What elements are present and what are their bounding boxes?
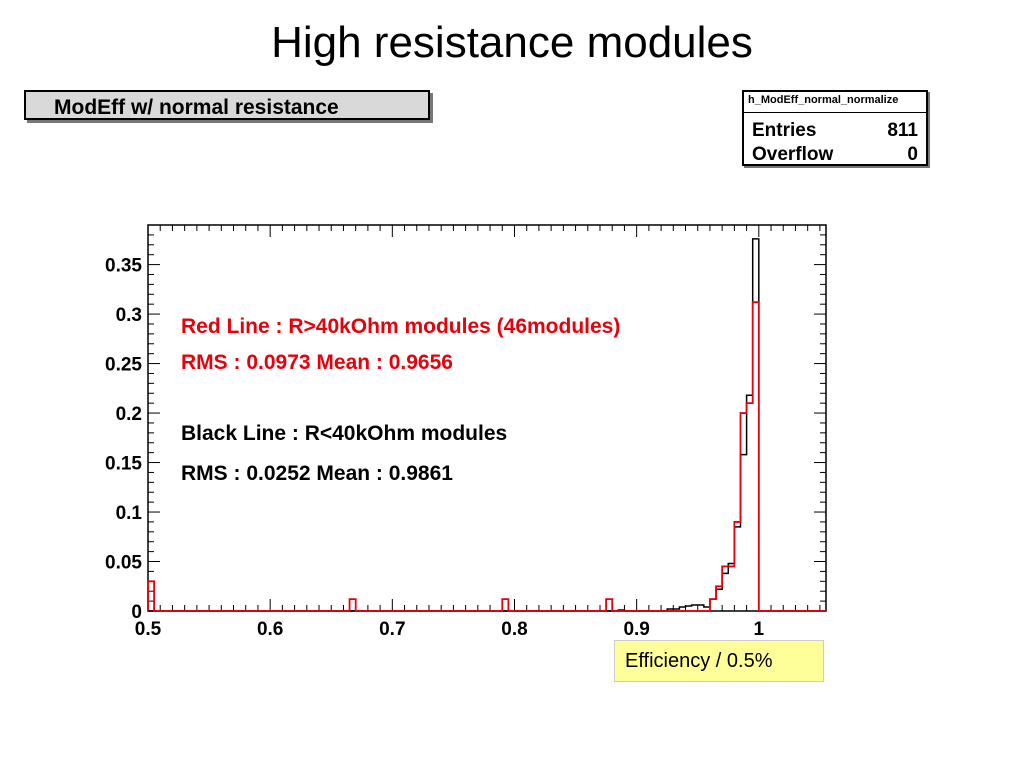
black-stats-annotation: RMS : 0.0252 Mean : 0.9861 [181,462,453,485]
stats-label-entries: Entries [752,120,817,141]
stats-label-overflow: Overflow [752,144,834,165]
x-tick-label: 0.5 [135,619,162,640]
stats-row-overflow: Overflow 0 [752,144,918,166]
stats-value-overflow: 0 [907,144,918,165]
black-line-annotation: Black Line : R<40kOhm modules [181,422,508,445]
histogram-title-box: ModEff w/ normal resistance [24,90,430,120]
x-axis-label: Efficiency / 0.5% [625,650,773,672]
y-tick-label: 0.35 [105,256,142,277]
x-tick-label: 1 [754,619,765,640]
y-tick-label: 0 [131,602,142,623]
histogram-title: ModEff w/ normal resistance [54,96,339,119]
x-tick-label: 0.7 [379,619,405,640]
x-tick-label: 0.6 [257,619,283,640]
x-axis-label-box: Efficiency / 0.5% [614,640,824,682]
y-tick-label: 0.3 [116,305,142,326]
stats-box-divider [744,112,926,113]
stats-row-entries: Entries 811 [752,120,918,142]
y-tick-label: 0.25 [105,355,142,376]
stats-box: h_ModEff_normal_normalize Entries 811 Ov… [742,90,928,166]
x-tick-label: 0.9 [623,619,649,640]
histogram-series-red [147,301,826,612]
red-stats-annotation: RMS : 0.0973 Mean : 0.9656 [181,351,453,374]
y-tick-label: 0.05 [105,553,142,574]
slide-title: High resistance modules [271,18,753,67]
y-tick-label: 0.2 [116,404,142,425]
y-tick-label: 0.1 [116,503,143,524]
plot-frame [147,224,827,612]
stats-value-entries: 811 [887,120,918,141]
red-line-annotation: Red Line : R>40kOhm modules (46modules) [181,315,621,338]
y-tick-label: 0.15 [105,454,142,475]
x-tick-label: 0.8 [501,619,527,640]
stats-box-name: h_ModEff_normal_normalize [748,94,899,106]
